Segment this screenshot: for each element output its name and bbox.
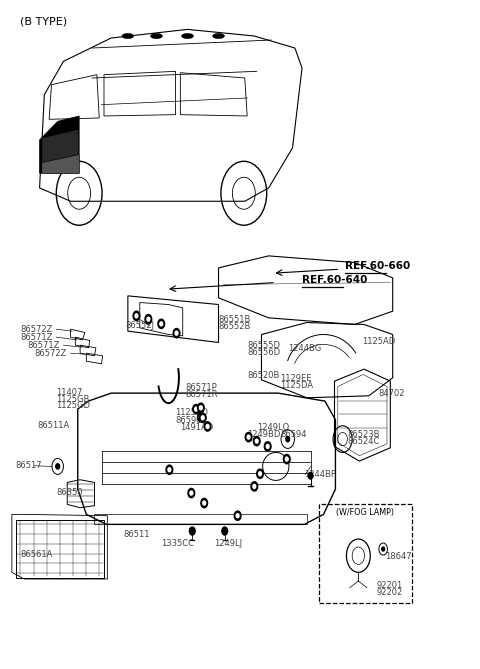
Circle shape	[135, 314, 138, 318]
Circle shape	[286, 436, 289, 442]
Text: 1335CC: 1335CC	[161, 539, 194, 547]
Circle shape	[193, 405, 199, 414]
Text: 86590: 86590	[176, 416, 202, 425]
Text: 1249BD: 1249BD	[247, 430, 280, 439]
Text: 86517: 86517	[16, 461, 42, 470]
Ellipse shape	[181, 33, 193, 39]
Circle shape	[236, 514, 239, 518]
Circle shape	[251, 482, 258, 491]
Circle shape	[382, 547, 384, 551]
Circle shape	[173, 328, 180, 338]
Circle shape	[253, 484, 256, 488]
Circle shape	[204, 421, 211, 431]
Circle shape	[158, 319, 165, 328]
Text: 84702: 84702	[378, 389, 405, 398]
Circle shape	[190, 491, 193, 495]
Ellipse shape	[213, 33, 225, 39]
Text: 92202: 92202	[376, 588, 402, 597]
Text: 86572Z: 86572Z	[21, 324, 53, 334]
Circle shape	[198, 413, 204, 421]
Circle shape	[264, 442, 271, 451]
Text: 86551B: 86551B	[218, 315, 251, 324]
Text: 1125AD: 1125AD	[362, 337, 395, 346]
Circle shape	[56, 464, 60, 469]
Text: 86561A: 86561A	[21, 550, 53, 559]
Text: 18647: 18647	[385, 552, 412, 561]
Text: 86571Z: 86571Z	[21, 332, 53, 342]
Ellipse shape	[122, 33, 134, 39]
Text: 1249LJ: 1249LJ	[214, 539, 242, 547]
Circle shape	[195, 407, 198, 411]
Text: 86571P: 86571P	[185, 383, 217, 392]
Text: 86571Z: 86571Z	[28, 341, 60, 350]
Circle shape	[201, 498, 207, 508]
Circle shape	[285, 457, 288, 461]
Circle shape	[266, 444, 269, 448]
Circle shape	[175, 331, 178, 335]
Circle shape	[206, 424, 209, 428]
Circle shape	[308, 472, 313, 479]
Circle shape	[257, 469, 264, 478]
Text: 86511: 86511	[123, 530, 150, 539]
Circle shape	[283, 454, 290, 464]
Text: 86523B: 86523B	[348, 430, 380, 439]
Circle shape	[199, 406, 202, 410]
Polygon shape	[42, 129, 79, 163]
Circle shape	[160, 322, 163, 326]
Circle shape	[199, 415, 202, 419]
Circle shape	[201, 415, 204, 419]
Text: (B TYPE): (B TYPE)	[21, 16, 68, 26]
Circle shape	[253, 436, 260, 446]
Circle shape	[245, 432, 252, 442]
Circle shape	[168, 468, 171, 472]
Circle shape	[198, 403, 204, 413]
Text: 1125KD: 1125KD	[176, 408, 209, 417]
Text: 86350: 86350	[56, 488, 83, 497]
Circle shape	[203, 501, 205, 505]
Text: 1125DA: 1125DA	[281, 381, 314, 389]
Text: 11407: 11407	[56, 388, 83, 397]
Text: 86555D: 86555D	[247, 341, 280, 351]
Circle shape	[255, 439, 258, 443]
Circle shape	[133, 311, 140, 320]
Text: REF.60-660: REF.60-660	[345, 261, 410, 271]
Circle shape	[259, 472, 262, 476]
Text: 86572Z: 86572Z	[35, 349, 67, 358]
Text: 86571R: 86571R	[185, 390, 217, 399]
Text: 86524C: 86524C	[348, 437, 380, 446]
Text: 1244BG: 1244BG	[288, 344, 321, 353]
Circle shape	[222, 527, 228, 535]
Circle shape	[234, 511, 241, 520]
Text: 86594: 86594	[281, 430, 307, 439]
Circle shape	[190, 527, 195, 535]
Text: 1125GD: 1125GD	[56, 401, 90, 410]
Text: 86520B: 86520B	[247, 371, 279, 380]
Text: 1125GB: 1125GB	[56, 395, 90, 403]
Circle shape	[247, 435, 250, 439]
Text: (W/FOG LAMP): (W/FOG LAMP)	[336, 508, 394, 517]
Circle shape	[145, 314, 152, 324]
Text: 86511A: 86511A	[37, 421, 70, 430]
Circle shape	[147, 317, 150, 321]
Text: 1249LQ: 1249LQ	[257, 423, 289, 432]
Text: 1244BF: 1244BF	[304, 470, 336, 479]
Circle shape	[188, 488, 195, 498]
Circle shape	[199, 413, 206, 422]
Text: REF.60-640: REF.60-640	[302, 274, 367, 284]
Text: 86552B: 86552B	[218, 322, 251, 331]
Polygon shape	[39, 116, 79, 173]
Polygon shape	[42, 155, 79, 173]
Text: 1129EE: 1129EE	[281, 374, 312, 383]
Text: 86552J: 86552J	[125, 321, 155, 330]
Circle shape	[166, 465, 173, 474]
Text: 92201: 92201	[376, 581, 402, 590]
Ellipse shape	[151, 33, 162, 39]
Text: 86556D: 86556D	[247, 348, 280, 357]
Text: 1491AD: 1491AD	[180, 423, 214, 432]
